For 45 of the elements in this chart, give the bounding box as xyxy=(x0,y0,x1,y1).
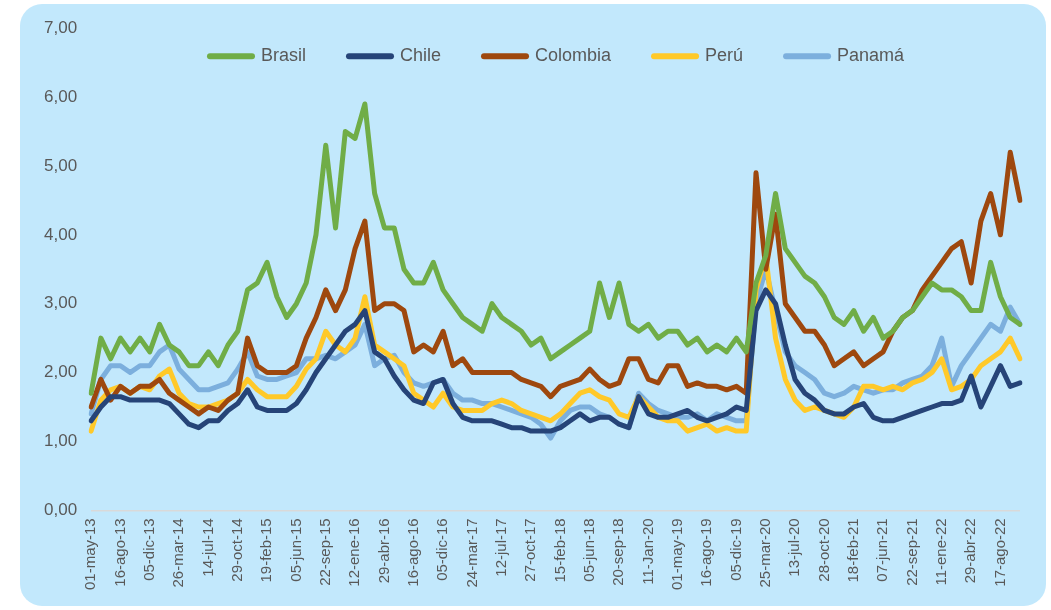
x-tick-label: 05-jun-18 xyxy=(579,518,597,582)
x-tick-label: 22-sep-21 xyxy=(902,518,920,586)
x-tick-label: 15-feb-18 xyxy=(550,518,568,583)
x-tick-label: 22-sep-15 xyxy=(315,518,333,586)
y-tick-label: 0,00 xyxy=(43,499,78,519)
x-tick-label: 11-Jan-20 xyxy=(638,518,656,585)
x-tick-label: 16-ago-16 xyxy=(403,518,421,587)
x-tick-label: 26-mar-14 xyxy=(169,518,187,588)
y-tick-label: 5,00 xyxy=(43,155,78,175)
x-tick-label: 29-abr-16 xyxy=(374,518,392,584)
x-tick-label: 05-dic-19 xyxy=(726,518,744,581)
y-tick-label: 1,00 xyxy=(43,431,78,451)
x-tick-label: 29-oct-14 xyxy=(227,518,245,582)
y-tick-label: 3,00 xyxy=(43,293,78,313)
legend-label: Brasil xyxy=(260,45,306,66)
x-tick-label: 14-jul-14 xyxy=(198,518,216,577)
x-tick-label: 25-mar-20 xyxy=(755,518,773,588)
x-tick-label: 20-sep-18 xyxy=(609,518,627,586)
x-tick-label: 28-oct-20 xyxy=(814,518,832,582)
x-tick-label: 05-jun-15 xyxy=(286,518,304,582)
x-tick-label: 13-jul-20 xyxy=(785,518,803,577)
x-tick-label: 07-jun-21 xyxy=(873,518,891,582)
x-tick-label: 29-abr-22 xyxy=(961,518,979,584)
x-tick-label: 19-feb-15 xyxy=(257,518,275,583)
x-tick-label: 16-ago-13 xyxy=(110,518,128,587)
x-tick-label: 05-dic-16 xyxy=(433,518,451,581)
x-tick-label: 27-oct-17 xyxy=(521,518,539,582)
x-tick-label: 11-ene-22 xyxy=(931,518,949,586)
x-tick-label: 18-feb-21 xyxy=(843,518,861,583)
x-tick-label: 05-dic-13 xyxy=(139,518,157,581)
x-tick-label: 16-ago-19 xyxy=(697,518,715,587)
y-tick-label: 7,00 xyxy=(43,17,78,37)
y-tick-label: 2,00 xyxy=(43,362,78,382)
x-tick-label: 01-may-13 xyxy=(81,518,99,591)
legend-label: Colombia xyxy=(535,45,613,66)
x-tick-label: 01-may-19 xyxy=(667,518,685,591)
x-tick-label: 24-mar-17 xyxy=(462,518,480,588)
legend-label: Chile xyxy=(399,45,442,66)
legend-label: Panamá xyxy=(837,45,906,66)
x-tick-label: 17-ago-22 xyxy=(990,518,1008,587)
x-tick-label: 12-jul-17 xyxy=(491,518,509,577)
y-tick-label: 4,00 xyxy=(43,224,78,244)
y-tick-label: 6,00 xyxy=(43,86,78,106)
x-tick-label: 12-ene-16 xyxy=(345,518,363,587)
legend-label: Perú xyxy=(705,45,744,66)
